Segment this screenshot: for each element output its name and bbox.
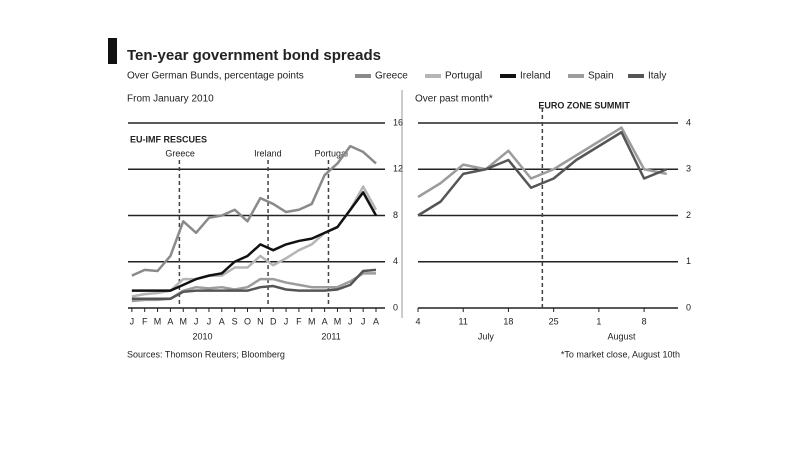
annotation-label: Portugal (314, 148, 348, 158)
y-tick-label: 12 (393, 164, 403, 174)
x-tick-label: 18 (503, 316, 513, 326)
panel-title: From January 2010 (127, 94, 214, 105)
series-line (131, 272, 377, 303)
x-tick-label: M (308, 316, 316, 326)
x-tick-label: J (284, 316, 289, 326)
x-tick-label: 4 (415, 316, 420, 326)
x-tick-label: D (270, 316, 277, 326)
y-tick-label: 2 (686, 210, 691, 220)
x-tick-label: S (232, 316, 238, 326)
legend-label: Portugal (445, 71, 482, 82)
y-tick-label: 1 (686, 256, 691, 266)
legend-label: Greece (375, 71, 408, 82)
x-tick-label: J (361, 316, 366, 326)
x-tick-label: A (219, 316, 225, 326)
series-line (417, 126, 667, 199)
annotation-title: EURO ZONE SUMMIT (538, 100, 630, 110)
x-tick-label: J (194, 316, 199, 326)
y-tick-label: 8 (393, 210, 398, 220)
title-bar (108, 38, 117, 64)
x-tick-label: A (322, 316, 328, 326)
x-tick-label: A (373, 316, 379, 326)
x-tick-label: N (257, 316, 264, 326)
x-tick-label: 11 (459, 316, 468, 326)
y-tick-label: 0 (686, 302, 691, 312)
annotation-title: EU-IMF RESCUES (130, 134, 207, 144)
group-label: August (607, 331, 636, 341)
legend-label: Spain (588, 71, 614, 82)
source: Sources: Thomson Reuters; Bloomberg (127, 349, 285, 359)
y-tick-label: 4 (393, 256, 398, 266)
x-tick-label: J (207, 316, 212, 326)
x-tick-label: 1 (596, 316, 601, 326)
x-tick-label: M (334, 316, 342, 326)
subtitle: Over German Bunds, percentage points (127, 71, 304, 82)
x-tick-label: M (154, 316, 162, 326)
legend-label: Ireland (520, 71, 551, 82)
group-label: July (478, 331, 495, 341)
y-tick-label: 16 (393, 117, 403, 127)
x-tick-label: J (348, 316, 353, 326)
x-tick-label: J (130, 316, 135, 326)
annotation-label: Ireland (254, 148, 282, 158)
annotation-label: Greece (165, 148, 195, 158)
y-tick-label: 3 (686, 164, 691, 174)
x-tick-label: F (142, 316, 148, 326)
x-tick-label: 25 (549, 316, 559, 326)
group-label: 2010 (193, 331, 213, 341)
series-line (131, 144, 377, 277)
group-label: 2011 (321, 331, 340, 341)
series-line (131, 185, 378, 298)
x-tick-label: O (244, 316, 251, 326)
legend-label: Italy (648, 71, 666, 82)
y-tick-label: 4 (686, 117, 691, 127)
footnote: *To market close, August 10th (561, 349, 680, 359)
x-tick-label: F (296, 316, 302, 326)
panel-title: Over past month* (415, 94, 493, 105)
x-tick-label: A (167, 316, 173, 326)
series-line (131, 191, 378, 292)
series-line (417, 131, 668, 217)
y-tick-label: 0 (393, 302, 398, 312)
title: Ten-year government bond spreads (127, 47, 381, 64)
x-tick-label: 8 (642, 316, 647, 326)
series-line (131, 268, 377, 300)
x-tick-label: M (180, 316, 188, 326)
